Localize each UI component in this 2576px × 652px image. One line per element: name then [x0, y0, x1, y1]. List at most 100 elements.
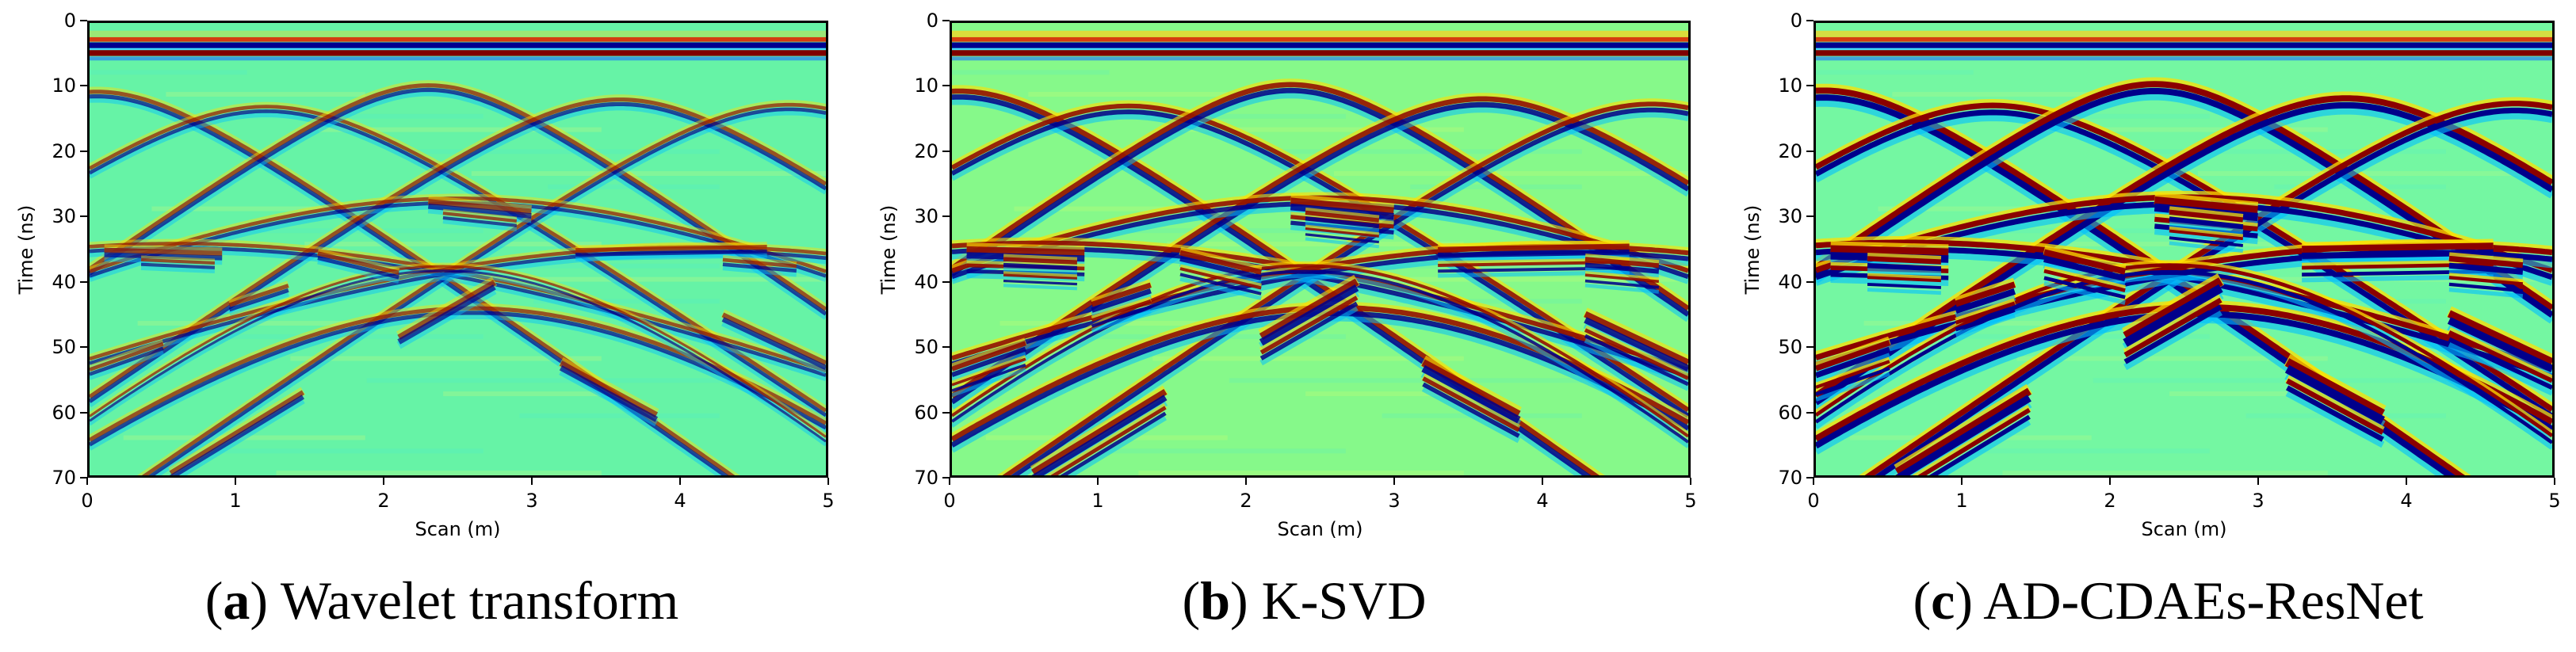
x-tick-label: 1 — [1955, 490, 1968, 512]
x-axis-label: Scan (m) — [415, 518, 501, 540]
y-tick-label: 50 — [1778, 336, 1802, 359]
y-tick-label: 40 — [914, 270, 938, 293]
bscan-plot-area — [1814, 21, 2555, 478]
y-tick-label: 50 — [914, 336, 938, 359]
y-tick-mark — [1806, 346, 1814, 349]
x-tick-mark — [235, 478, 236, 485]
x-tick-mark — [2406, 478, 2407, 485]
y-tick-mark — [942, 346, 950, 349]
y-tick-label: 10 — [914, 74, 938, 97]
x-tick-label: 1 — [229, 490, 242, 512]
y-tick-label: 30 — [914, 205, 938, 228]
x-tick-mark — [2109, 478, 2111, 485]
y-tick-label: 40 — [52, 270, 76, 293]
x-tick-mark — [1393, 478, 1395, 485]
x-tick-label: 1 — [1091, 490, 1104, 512]
caption-letter: b — [1200, 570, 1231, 631]
y-tick-label: 10 — [52, 74, 76, 97]
x-tick-mark — [949, 478, 950, 485]
x-tick-label: 5 — [822, 490, 835, 512]
y-tick-mark — [942, 477, 950, 479]
y-tick-mark — [942, 85, 950, 87]
x-tick-mark — [383, 478, 384, 485]
y-tick-label: 0 — [1790, 10, 1802, 32]
subfigure-caption: (c) AD-CDAEs-ResNet — [1913, 570, 2424, 631]
x-tick-mark — [679, 478, 681, 485]
x-axis-label: Scan (m) — [1277, 518, 1363, 540]
x-tick-mark — [827, 478, 829, 485]
x-tick-mark — [2257, 478, 2259, 485]
x-tick-mark — [1961, 478, 1963, 485]
x-tick-mark — [86, 478, 88, 485]
x-tick-label: 5 — [2548, 490, 2561, 512]
x-tick-label: 4 — [1536, 490, 1549, 512]
x-tick-label: 2 — [1240, 490, 1252, 512]
subfigure-caption: (a) Wavelet transform — [204, 570, 679, 631]
y-tick-label: 40 — [1778, 270, 1802, 293]
x-tick-label: 2 — [2104, 490, 2116, 512]
y-tick-mark — [80, 411, 87, 414]
x-axis-label: Scan (m) — [2141, 518, 2227, 540]
y-tick-mark — [1806, 85, 1814, 87]
y-tick-label: 20 — [914, 139, 938, 162]
y-tick-label: 10 — [1778, 74, 1802, 97]
y-tick-label: 70 — [914, 467, 938, 489]
y-tick-label: 60 — [52, 401, 76, 424]
x-tick-label: 0 — [1807, 490, 1820, 512]
y-tick-mark — [1806, 150, 1814, 152]
y-tick-label: 70 — [52, 467, 76, 489]
x-tick-mark — [1813, 478, 1814, 485]
y-tick-mark — [1806, 20, 1814, 21]
y-tick-mark — [942, 411, 950, 414]
y-tick-mark — [80, 215, 87, 218]
y-tick-mark — [942, 280, 950, 283]
y-tick-mark — [80, 477, 87, 479]
x-tick-label: 5 — [1684, 490, 1697, 512]
x-tick-label: 4 — [674, 490, 686, 512]
y-tick-label: 60 — [914, 401, 938, 424]
y-tick-label: 60 — [1778, 401, 1802, 424]
y-tick-mark — [942, 20, 950, 21]
y-tick-mark — [80, 20, 87, 21]
caption-letter: a — [223, 570, 250, 631]
y-tick-label: 20 — [52, 139, 76, 162]
x-tick-label: 4 — [2400, 490, 2413, 512]
bscan-plot-area — [87, 21, 828, 478]
x-tick-label: 2 — [377, 490, 390, 512]
x-tick-mark — [1690, 478, 1691, 485]
caption-text: AD-CDAEs-ResNet — [1983, 570, 2424, 631]
y-tick-mark — [80, 85, 87, 87]
caption-text: Wavelet transform — [280, 570, 679, 631]
y-tick-mark — [1806, 280, 1814, 283]
y-tick-mark — [942, 215, 950, 218]
y-tick-mark — [80, 150, 87, 152]
caption-text: K-SVD — [1261, 570, 1427, 631]
y-tick-label: 0 — [63, 10, 76, 32]
y-tick-label: 70 — [1778, 467, 1802, 489]
x-tick-mark — [1097, 478, 1099, 485]
y-tick-mark — [1806, 215, 1814, 218]
x-tick-label: 0 — [81, 490, 94, 512]
y-tick-label: 30 — [1778, 205, 1802, 228]
y-tick-label: 30 — [52, 205, 76, 228]
x-tick-label: 3 — [1388, 490, 1401, 512]
x-tick-label: 3 — [2252, 490, 2265, 512]
bscan-image — [952, 23, 1688, 475]
x-tick-mark — [531, 478, 533, 485]
y-axis-label: Time (ns) — [1741, 204, 1764, 294]
y-tick-mark — [1806, 411, 1814, 414]
y-tick-label: 20 — [1778, 139, 1802, 162]
y-tick-mark — [80, 346, 87, 349]
x-tick-label: 0 — [943, 490, 956, 512]
x-tick-mark — [1245, 478, 1247, 485]
y-tick-label: 50 — [52, 336, 76, 359]
y-tick-mark — [1806, 477, 1814, 479]
x-tick-mark — [1542, 478, 1543, 485]
y-tick-label: 0 — [926, 10, 938, 32]
caption-letter: c — [1931, 570, 1955, 631]
y-tick-mark — [80, 280, 87, 283]
subfigure-caption: (b) K-SVD — [1182, 570, 1427, 631]
